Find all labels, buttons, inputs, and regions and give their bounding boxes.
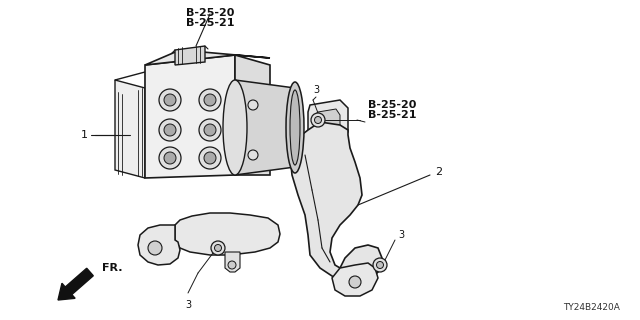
Ellipse shape	[248, 150, 258, 160]
Ellipse shape	[290, 90, 300, 165]
Polygon shape	[235, 55, 270, 175]
Ellipse shape	[164, 124, 176, 136]
Ellipse shape	[164, 94, 176, 106]
Polygon shape	[308, 100, 348, 140]
Ellipse shape	[248, 100, 258, 110]
Ellipse shape	[159, 119, 181, 141]
Ellipse shape	[376, 261, 383, 268]
Ellipse shape	[204, 124, 216, 136]
Text: 1: 1	[81, 130, 88, 140]
Text: FR.: FR.	[102, 263, 122, 273]
Polygon shape	[138, 225, 180, 265]
Ellipse shape	[314, 116, 321, 124]
FancyArrow shape	[58, 268, 93, 300]
Ellipse shape	[228, 261, 236, 269]
Text: B-25-21: B-25-21	[186, 18, 234, 28]
Text: TY24B2420A: TY24B2420A	[563, 303, 620, 312]
Text: 3: 3	[185, 300, 191, 310]
Text: 3: 3	[313, 85, 319, 95]
Ellipse shape	[148, 241, 162, 255]
Polygon shape	[115, 80, 145, 178]
Ellipse shape	[223, 80, 247, 175]
Ellipse shape	[164, 152, 176, 164]
Ellipse shape	[159, 147, 181, 169]
Ellipse shape	[199, 119, 221, 141]
Ellipse shape	[214, 244, 221, 252]
Ellipse shape	[199, 147, 221, 169]
Polygon shape	[290, 122, 382, 282]
Polygon shape	[175, 46, 205, 65]
Text: B-25-21: B-25-21	[368, 110, 417, 120]
Ellipse shape	[286, 82, 304, 173]
Text: 3: 3	[398, 230, 404, 240]
Ellipse shape	[204, 94, 216, 106]
Text: 2: 2	[435, 167, 442, 177]
Polygon shape	[175, 213, 280, 255]
Polygon shape	[145, 55, 235, 178]
Polygon shape	[332, 263, 378, 296]
Ellipse shape	[159, 89, 181, 111]
Ellipse shape	[349, 276, 361, 288]
Polygon shape	[145, 50, 270, 65]
Ellipse shape	[311, 113, 325, 127]
Ellipse shape	[204, 152, 216, 164]
Polygon shape	[235, 80, 295, 175]
Polygon shape	[225, 252, 240, 272]
Ellipse shape	[211, 241, 225, 255]
Text: B-25-20: B-25-20	[368, 100, 417, 110]
Ellipse shape	[373, 258, 387, 272]
Ellipse shape	[199, 89, 221, 111]
Text: B-25-20: B-25-20	[186, 8, 234, 18]
Polygon shape	[314, 109, 340, 132]
